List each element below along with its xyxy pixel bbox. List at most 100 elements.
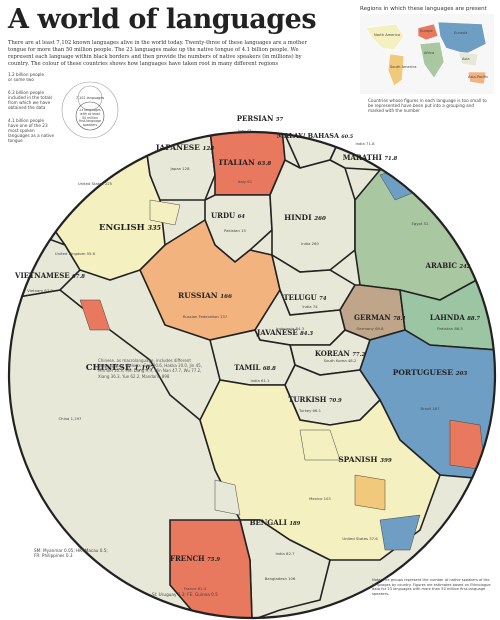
map-label-asia-pacific: Asia-Pacific — [468, 75, 488, 79]
label-tamil-name: TAMIL — [234, 363, 263, 372]
legend-mid-value: 6.3 billion people — [8, 90, 45, 95]
label-marathi-name: MARATHI — [343, 153, 385, 162]
label-russian-name: RUSSIAN — [178, 291, 220, 300]
map-pacific — [467, 71, 487, 85]
label-german-total: 78.1 — [393, 316, 406, 322]
label-korean-total: 77.2 — [352, 352, 365, 358]
label-lahnda: LAHNDA 88.7 — [430, 313, 481, 322]
country-label: Vietnam 67.8 — [27, 288, 53, 293]
legend-circle-a — [77, 85, 103, 111]
country-label: Bangladesh 106 — [265, 576, 296, 581]
label-turkish-total: 70.9 — [329, 398, 342, 404]
label-french: FRENCH 75.9 — [170, 554, 220, 563]
country-label: South Korea 48.2 — [324, 358, 357, 363]
map-europe — [417, 23, 439, 41]
legend-circle-outer — [61, 81, 119, 139]
country-patch — [149, 199, 181, 226]
country-patch — [299, 429, 341, 461]
label-telugu: TELUGU 74 — [283, 293, 326, 302]
country-label: Egypt 52 — [412, 221, 430, 226]
label-malay-bahasa-total: 60.5 — [341, 134, 354, 140]
label-turkish: TURKISH 70.9 — [288, 395, 342, 404]
label-persian: PERSIAN 57 — [237, 114, 284, 123]
legend-circles: 7,102 languages 23 languages with at lea… — [61, 81, 119, 139]
country-label: India 74 — [302, 304, 318, 309]
map-label-asia: Asia — [462, 57, 470, 61]
regions-inset: Regions in which these languages are pre… — [360, 6, 494, 126]
label-arabic-total: 242 — [458, 264, 470, 270]
country-patch — [429, 154, 471, 201]
label-hindi-total: 260 — [313, 216, 326, 222]
country-label: China 1,197 — [59, 416, 83, 421]
label-korean-name: KOREAN — [315, 349, 352, 358]
country-label: India 82.7 — [276, 551, 296, 556]
label-chinese-name: CHINESE — [86, 363, 135, 373]
label-javanese-name: JAVANESE — [256, 328, 300, 337]
label-vietnamese-name: VIETNAMESE — [14, 271, 72, 280]
label-arabic-name: ARABIC — [425, 261, 460, 270]
label-english-name: ENGLISH — [99, 223, 148, 233]
label-spanish: SPANISH 399 — [338, 455, 392, 464]
map-label-africa: Africa — [424, 51, 434, 55]
label-lahnda-name: LAHNDA — [430, 313, 467, 322]
label-french-name: FRENCH — [170, 554, 207, 563]
label-bengali: BENGALI 189 — [250, 518, 301, 527]
label-bengali-total: 189 — [289, 521, 300, 527]
label-hindi: HINDI 260 — [284, 213, 326, 222]
label-spanish-total: 399 — [380, 458, 392, 464]
label-persian-name: PERSIAN — [237, 114, 276, 123]
label-malay-bahasa: MALAY/ BAHASA 60.5 — [277, 132, 354, 140]
label-english: ENGLISH 335 — [99, 223, 161, 233]
country-label: United States 37.6 — [342, 536, 378, 541]
country-label: India 260 — [301, 241, 319, 246]
country-label: India 71.8 — [356, 141, 376, 146]
country-label: Germany 69.8 — [356, 326, 384, 331]
country-label: United Kingdom 55.6 — [55, 251, 96, 256]
label-marathi-total: 71.8 — [384, 156, 397, 162]
legend-mid-label: 6.3 billion people included in the total… — [8, 90, 56, 110]
cell-japanese — [144, 132, 216, 201]
legend-circle-b — [75, 101, 105, 131]
intro-paragraph: There are at least 7,102 known languages… — [8, 40, 307, 67]
label-russian-total: 166 — [220, 294, 232, 300]
bottom-note: Note: The groups represent the number of… — [372, 578, 491, 596]
inset-note: Countries whose figures in each language… — [368, 98, 487, 113]
map-label-north-america: North America — [374, 33, 400, 37]
label-vietnamese-total: 67.8 — [72, 274, 85, 280]
label-portuguese-total: 203 — [455, 371, 468, 377]
label-javanese-total: 84.3 — [300, 331, 313, 337]
country-patch — [354, 474, 386, 511]
country-label: Japan 128 — [169, 166, 190, 171]
outer-circle — [7, 130, 497, 620]
label-japanese: JAPANESE 128 — [155, 143, 214, 152]
map-south-america — [387, 53, 405, 87]
country-label: Pakistan 86.5 — [437, 326, 463, 331]
label-portuguese: PORTUGUESE 203 — [393, 368, 468, 377]
label-tamil-total: 68.8 — [263, 366, 276, 372]
map-asia — [457, 51, 479, 67]
country-label: India 61.1 — [251, 378, 271, 383]
label-french-total: 75.9 — [207, 557, 220, 563]
country-label: Turkey 66.1 — [298, 408, 322, 413]
country-label: Pakistan 15 — [224, 228, 247, 233]
label-telugu-total: 74 — [319, 296, 327, 302]
label-german-name: GERMAN — [354, 313, 393, 322]
label-malay-bahasa-name: MALAY/ BAHASA — [277, 132, 342, 140]
country-label: Italy 61 — [238, 179, 253, 184]
country-label: Indonesia 84.3 — [276, 326, 305, 331]
legend-outer-value: 1.2 billion people — [8, 72, 45, 77]
label-portuguese-name: PORTUGUESE — [393, 368, 456, 377]
label-urdu: URDU 64 — [211, 211, 245, 220]
map-north-america — [365, 23, 405, 51]
world-map: North America South America Europe Afric… — [360, 14, 494, 94]
label-italian-total: 63.8 — [257, 161, 271, 167]
legend-inner-label: 4.1 billion people have one of the 23 mo… — [8, 118, 56, 143]
label-russian: RUSSIAN 166 — [178, 291, 232, 300]
label-javanese: JAVANESE 84.3 — [256, 328, 313, 337]
label-japanese-name: JAPANESE — [155, 143, 203, 152]
label-bengali-name: BENGALI — [250, 518, 290, 527]
cell-french — [169, 519, 253, 618]
legend-outer-label: 1.2 billion people or some two — [8, 72, 56, 82]
legend-mid-sub: included in the totals from which we hav… — [8, 95, 53, 110]
